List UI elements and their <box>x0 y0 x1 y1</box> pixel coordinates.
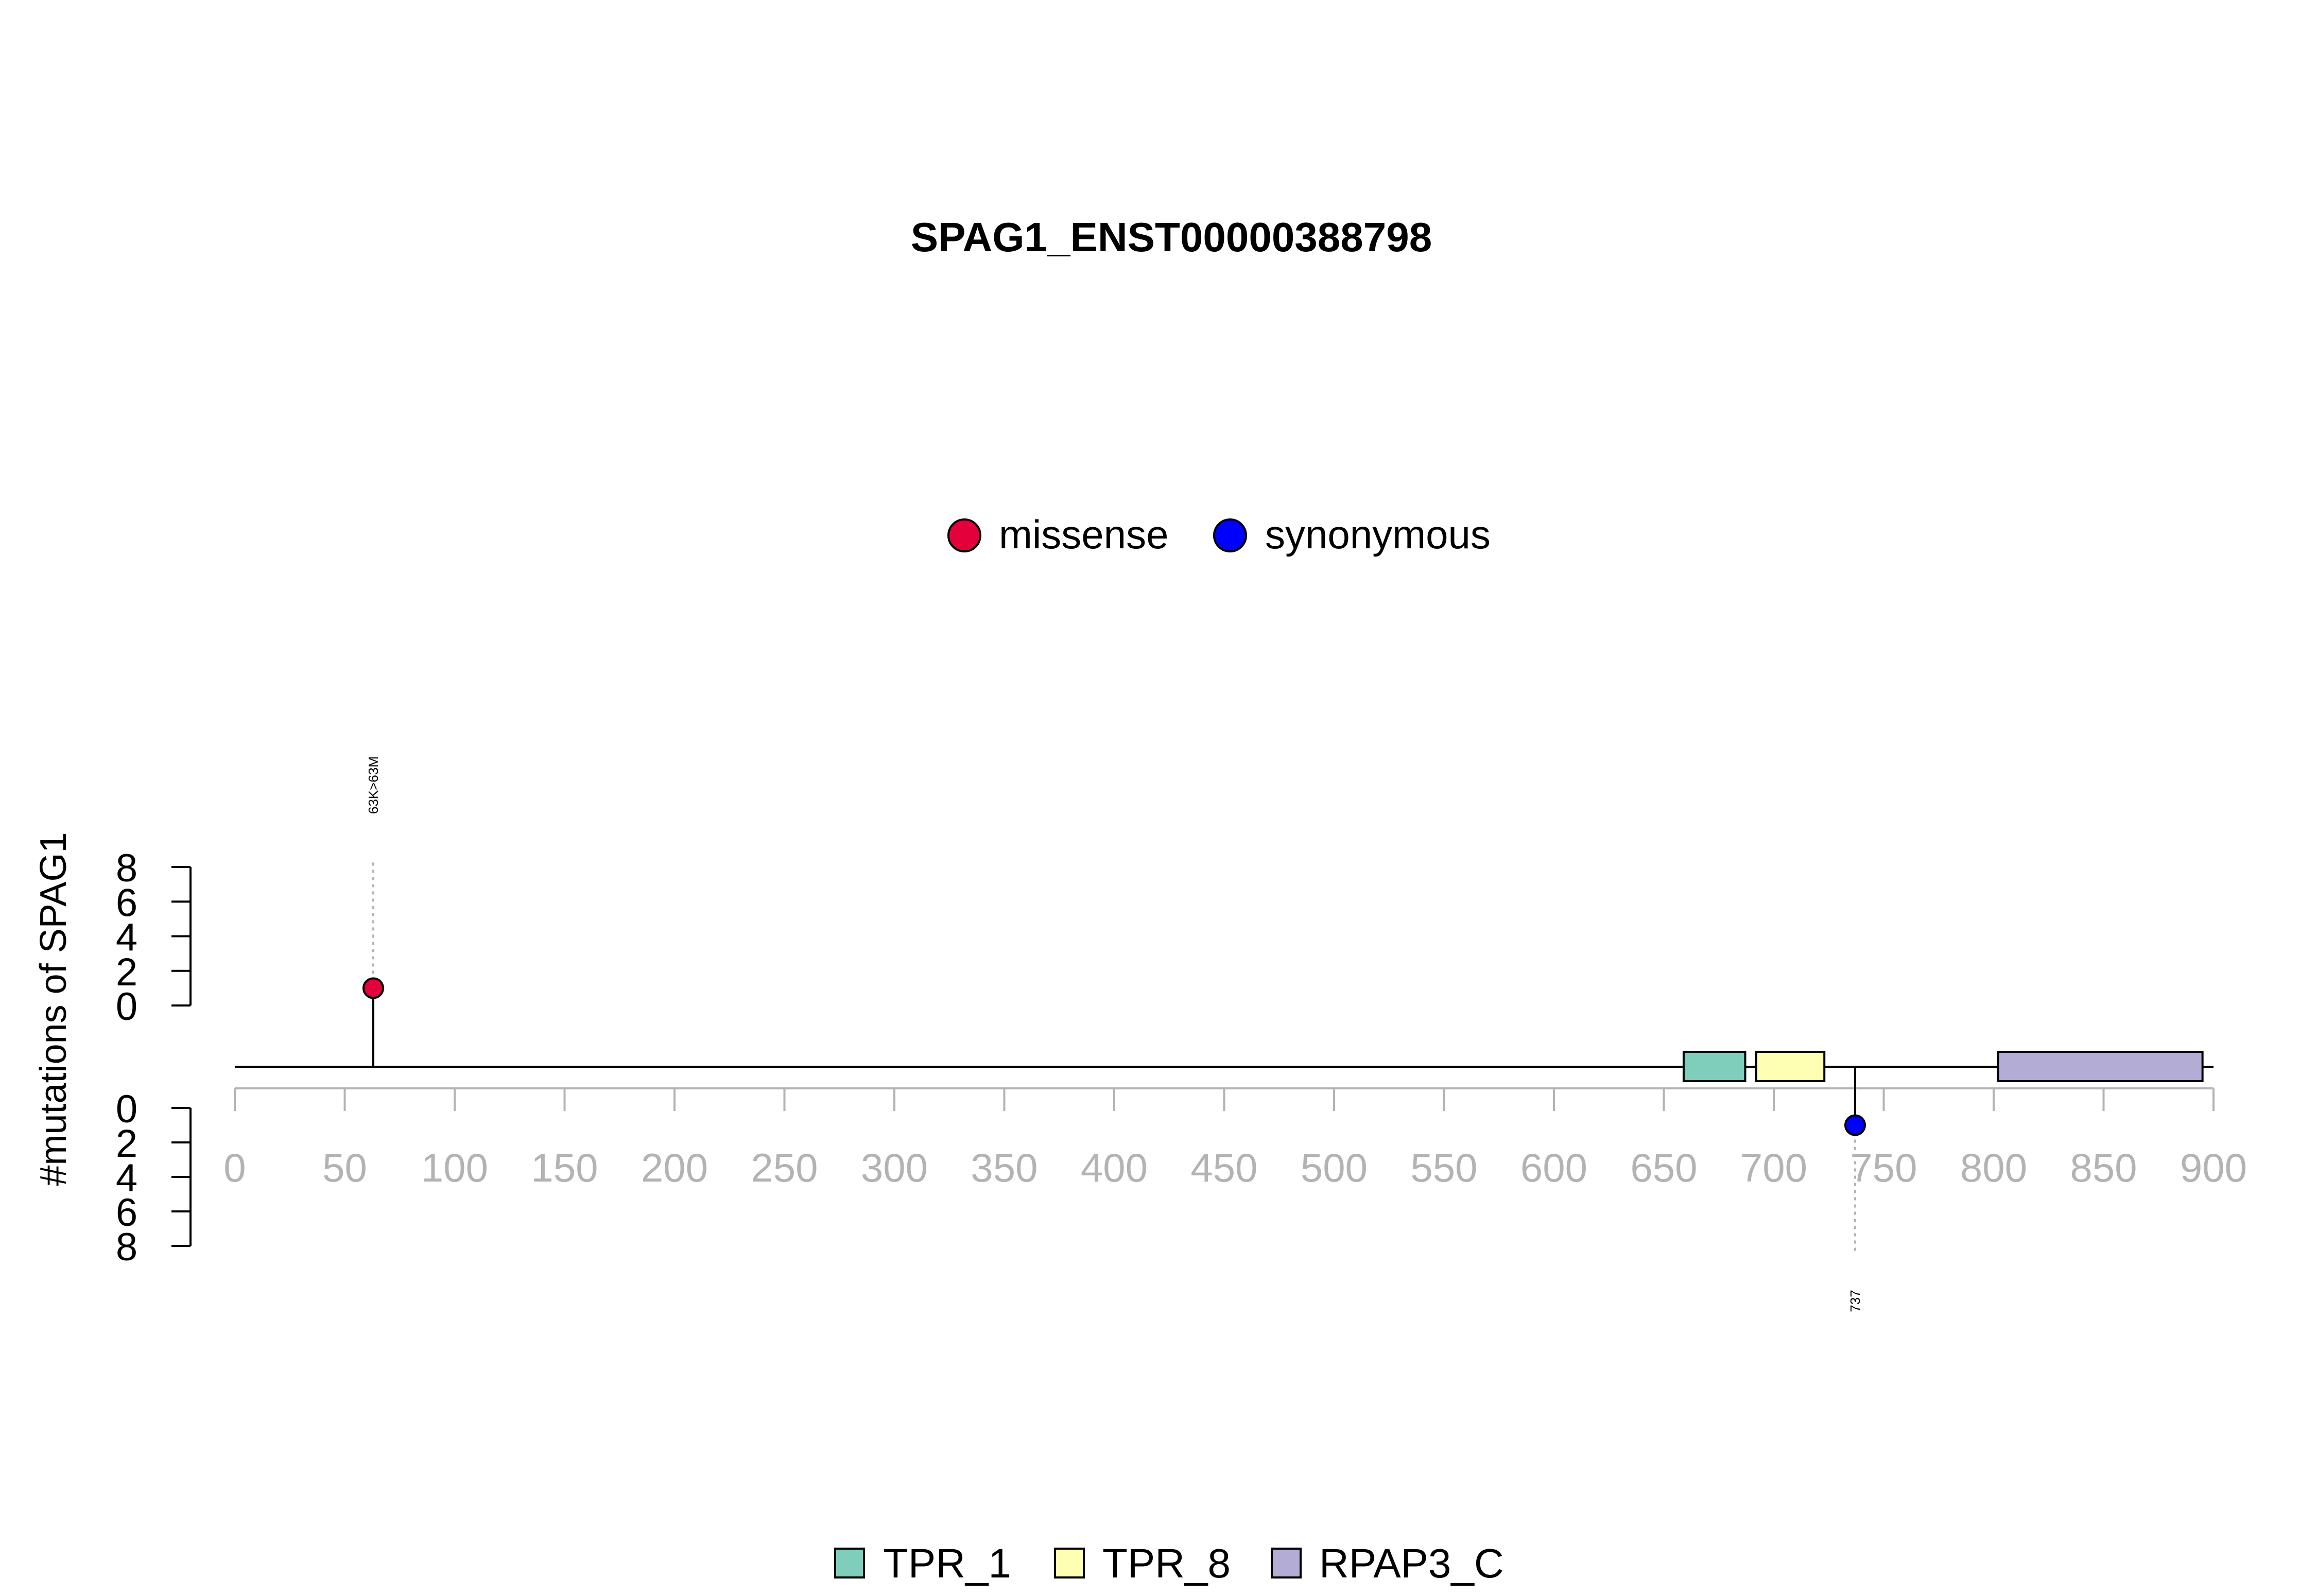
x-tick-label: 350 <box>971 1145 1038 1190</box>
y-tick-label-top: 6 <box>116 881 137 925</box>
x-tick-label: 750 <box>1850 1145 1917 1190</box>
y-tick-label-top: 0 <box>116 985 137 1029</box>
legend-label-missense: missense <box>999 512 1168 557</box>
lollipop-head <box>1844 1114 1866 1136</box>
legend-swatch-TPR_8 <box>1054 1548 1085 1578</box>
y-axis-label: #mutations of SPAG1 <box>33 832 74 1186</box>
x-tick-label: 850 <box>2070 1145 2137 1190</box>
legend-label-TPR_1: TPR_1 <box>883 1540 1011 1586</box>
mutation-label: 63K>63M <box>366 756 381 814</box>
domain-RPAP3_C <box>1997 1051 2204 1082</box>
domain-legend: TPR_1 TPR_8 RPAP3_C <box>834 1540 1504 1586</box>
x-axis: 0 50 100 150 200 250 300 350 400 450 500 550 600 650 7… <box>223 1087 2247 1190</box>
mutation-label: 737 <box>1847 1290 1863 1312</box>
legend-label-RPAP3_C: RPAP3_C <box>1319 1540 1504 1586</box>
chart-title: SPAG1_ENST00000388798 <box>911 214 1432 260</box>
y-tick-label-bottom: 2 <box>116 1122 137 1166</box>
x-tick-label: 550 <box>1410 1145 1477 1190</box>
x-tick-label: 650 <box>1630 1145 1697 1190</box>
y-tick-label-bottom: 0 <box>116 1087 137 1131</box>
y-tick-label-top: 4 <box>116 916 137 960</box>
mutation-synonymous: 737 <box>1844 1067 1866 1312</box>
legend-marker-synonymous <box>1213 518 1247 552</box>
legend-swatch-RPAP3_C <box>1271 1548 1302 1578</box>
lollipop-head <box>362 977 385 999</box>
x-tick-label: 700 <box>1740 1145 1807 1190</box>
x-tick-label: 500 <box>1301 1145 1368 1190</box>
x-tick-label: 800 <box>1960 1145 2027 1190</box>
y-tick-label-top: 2 <box>116 950 137 994</box>
legend-label-synonymous: synonymous <box>1265 512 1491 557</box>
mutation-legend: missense synonymous <box>947 512 1491 557</box>
y-tick-label-bottom: 8 <box>116 1225 137 1269</box>
x-tick-label: 400 <box>1081 1145 1148 1190</box>
legend-marker-missense <box>947 518 981 552</box>
domains <box>1682 1051 2204 1082</box>
x-tick-label: 250 <box>751 1145 818 1190</box>
mutation-missense: 63K>63M <box>362 756 385 1067</box>
legend-label-TPR_8: TPR_8 <box>1102 1540 1231 1586</box>
x-tick-label: 50 <box>322 1145 367 1190</box>
y-tick-label-bottom: 6 <box>116 1191 137 1235</box>
domain-TPR_1 <box>1682 1051 1747 1082</box>
legend-swatch-TPR_1 <box>834 1548 865 1578</box>
x-tick-label: 300 <box>861 1145 928 1190</box>
x-tick-label: 600 <box>1520 1145 1587 1190</box>
x-tick-label: 150 <box>531 1145 598 1190</box>
y-tick-label-top: 8 <box>116 846 137 890</box>
x-tick-label: 450 <box>1190 1145 1257 1190</box>
domain-TPR_8 <box>1755 1051 1826 1082</box>
y-tick-label-bottom: 4 <box>116 1156 137 1200</box>
mutation-lollipops: 63K>63M 737 <box>362 756 1866 1312</box>
x-tick-label: 0 <box>223 1145 246 1190</box>
x-tick-label: 900 <box>2180 1145 2247 1190</box>
x-tick-label: 200 <box>641 1145 708 1190</box>
x-tick-label: 100 <box>421 1145 488 1190</box>
